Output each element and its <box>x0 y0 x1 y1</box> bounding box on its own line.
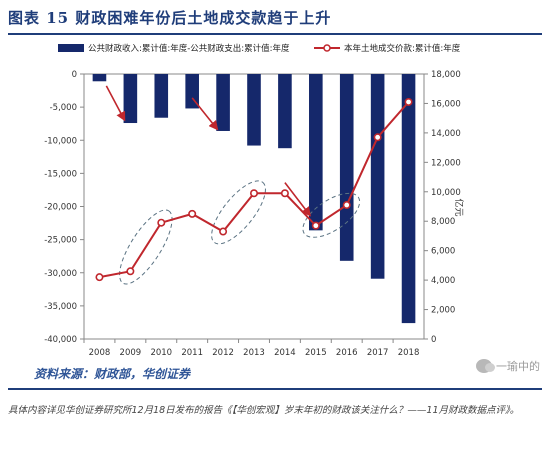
bar <box>123 74 138 124</box>
line-point <box>404 97 413 106</box>
bar-series <box>92 74 416 324</box>
line-point <box>126 267 135 276</box>
y-right-tick-label: 10,000 <box>431 188 461 198</box>
axis-labels: 0 -5,000 -10,000 -15,000 -20,000 -25,000 -30,0… <box>44 70 465 358</box>
legend-line-marker <box>323 44 331 52</box>
x-tick-label: 2013 <box>243 348 265 358</box>
line-point <box>342 201 351 210</box>
line-series <box>95 97 413 282</box>
legend-line-label: 本年土地成交价款:累计值:年度 <box>344 43 461 54</box>
wechat-icon <box>476 359 495 373</box>
line-point <box>95 273 104 282</box>
bar <box>401 74 416 324</box>
annotations <box>105 85 361 285</box>
line-point <box>280 189 289 198</box>
chart: 公共财政收入:累计值:年度-公共财政支出:累计值:年度 本年土地成交价款:累计值… <box>44 43 465 358</box>
y-right-unit: 亿元 <box>453 199 465 217</box>
y-right-tick-label: 16,000 <box>431 99 461 109</box>
x-tick-label: 2012 <box>212 348 234 358</box>
bar <box>339 74 354 261</box>
x-tick-label: 2014 <box>274 348 296 358</box>
line-point <box>219 227 228 236</box>
legend-bar-label: 公共财政收入:累计值:年度-公共财政支出:累计值:年度 <box>88 43 290 54</box>
line-point <box>188 209 197 218</box>
highlight-ellipse <box>302 192 361 238</box>
trend-arrow <box>191 97 219 131</box>
y-left-tick-label: -15,000 <box>44 169 77 179</box>
bar <box>216 74 230 131</box>
y-left-tick-label: -10,000 <box>44 136 77 146</box>
y-right-tick-label: 4,000 <box>431 276 455 286</box>
x-tick-label: 2010 <box>150 348 172 358</box>
x-tick-label: 2008 <box>89 348 111 358</box>
line-point <box>311 221 320 230</box>
y-right-tick-label: 6,000 <box>431 247 455 257</box>
highlight-ellipse <box>119 209 173 285</box>
x-tick-label: 2016 <box>336 348 358 358</box>
y-right-tick-label: 8,000 <box>431 217 455 227</box>
y-left-tick-label: -20,000 <box>44 203 77 213</box>
x-tick-label: 2011 <box>181 348 203 358</box>
trend-arrow <box>105 85 126 122</box>
legend: 公共财政收入:累计值:年度-公共财政支出:累计值:年度 本年土地成交价款:累计值… <box>58 43 461 54</box>
source-divider <box>8 388 542 390</box>
y-left-tick-label: -35,000 <box>44 302 77 312</box>
bar <box>278 74 292 149</box>
bar <box>92 74 107 82</box>
title-divider <box>8 33 542 35</box>
bar <box>247 74 261 146</box>
y-left-tick-label: -40,000 <box>44 335 77 345</box>
y-right-tick-label: 18,000 <box>431 70 461 80</box>
bar <box>185 74 199 109</box>
y-right-tick-label: 14,000 <box>431 129 461 139</box>
x-tick-label: 2009 <box>120 348 142 358</box>
line-point <box>157 218 166 227</box>
x-tick-label: 2017 <box>367 348 389 358</box>
line-point <box>373 133 382 142</box>
bar <box>309 74 323 231</box>
y-left-tick-label: -30,000 <box>44 269 77 279</box>
watermark: 一瑜中的 <box>476 358 540 374</box>
x-tick-label: 2015 <box>305 348 327 358</box>
highlight-ellipse <box>211 180 266 245</box>
y-right-tick-label: 12,000 <box>431 158 461 168</box>
figure-title: 图表 15 财政困难年份后土地成交款趋于上升 <box>8 9 332 27</box>
bar <box>370 74 385 279</box>
trend-arrow <box>284 182 311 217</box>
watermark-text: 一瑜中的 <box>496 360 540 373</box>
y-left-tick-label: -5,000 <box>50 103 77 113</box>
source-note: 资料来源：财政部，华创证券 <box>34 367 191 381</box>
bar <box>154 74 169 118</box>
y-right-tick-label: 2,000 <box>431 306 455 316</box>
x-tick-label: 2018 <box>398 348 420 358</box>
caption: 具体内容详见华创证券研究所12月18日发布的报告《【华创宏观】岁末年初的财政该关… <box>8 405 520 416</box>
y-left-tick-label: -25,000 <box>44 236 77 246</box>
line-point <box>250 189 259 198</box>
y-left-tick-label: 0 <box>72 70 77 80</box>
y-right-tick-label: 0 <box>431 335 436 345</box>
legend-bar-swatch <box>58 44 84 52</box>
